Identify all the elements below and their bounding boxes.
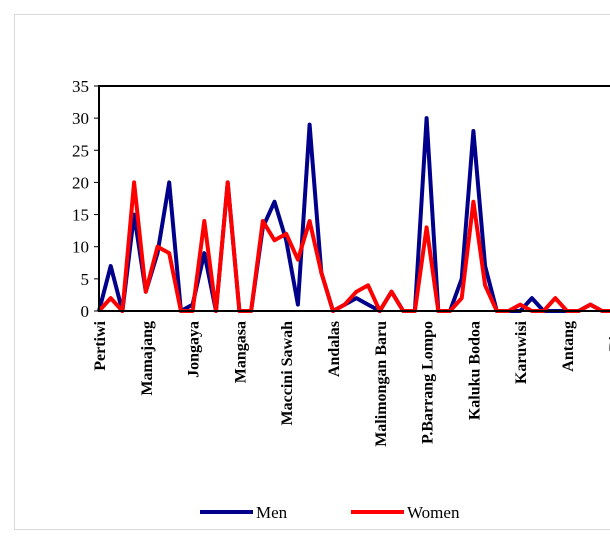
data-point-women	[157, 246, 158, 247]
data-point-women	[473, 201, 474, 202]
chart-frame: 0 5 10 15 20 25 30 35 Pertiwi Mamajang Jongaya Man…	[14, 14, 610, 530]
data-point-women	[110, 298, 111, 299]
data-point-men	[485, 266, 486, 267]
data-point-women	[145, 291, 146, 292]
data-point-women	[520, 304, 521, 305]
y-tick-label: 30	[72, 109, 89, 128]
y-tick-label: 0	[81, 302, 90, 321]
data-point-men	[274, 201, 275, 202]
data-point-women	[461, 298, 462, 299]
data-point-women	[321, 272, 322, 273]
legend: Men Women	[200, 503, 460, 522]
data-point-men	[134, 214, 135, 215]
data-point-women	[555, 298, 556, 299]
data-point-women	[274, 240, 275, 241]
data-point-men	[426, 118, 427, 119]
data-point-men	[297, 304, 298, 305]
x-tick-label: Jongaya	[186, 321, 203, 378]
data-point-women	[590, 304, 591, 305]
x-tick-label: Malimongan Baru	[373, 321, 390, 447]
y-tick-label: 15	[72, 206, 89, 225]
x-tick-label: Mangasa	[232, 321, 249, 383]
data-point-women	[262, 221, 263, 222]
data-point-women	[204, 221, 205, 222]
y-axis: 0 5 10 15 20 25 30 35	[72, 77, 99, 321]
y-tick-label: 35	[72, 77, 89, 96]
legend-label-women: Women	[407, 503, 460, 522]
data-point-men	[110, 266, 111, 267]
line-chart: 0 5 10 15 20 25 30 35 Pertiwi Mamajang Jongaya Man…	[15, 15, 610, 538]
data-point-women	[356, 291, 357, 292]
y-tick-label: 20	[72, 173, 89, 192]
data-point-women	[309, 221, 310, 222]
data-point-men	[286, 240, 287, 241]
x-tick-label: Antang	[560, 321, 577, 372]
data-point-women	[426, 227, 427, 228]
data-point-men	[531, 298, 532, 299]
series-layer	[99, 118, 610, 312]
y-tick-label: 5	[81, 270, 90, 289]
x-tick-label: P.Barrang Lompo	[420, 321, 437, 444]
data-point-women	[227, 182, 228, 183]
data-point-women	[391, 291, 392, 292]
data-point-women	[485, 285, 486, 286]
x-tick-label: Karuwisi	[513, 320, 530, 384]
x-tick-label: Pertiwi	[92, 320, 109, 370]
data-point-women	[134, 182, 135, 183]
x-tick-label: Kaluku Bodoa	[466, 321, 483, 420]
x-tick-label: Mamajang	[139, 321, 156, 396]
legend-label-men: Men	[256, 503, 288, 522]
data-point-men	[204, 253, 205, 254]
data-point-women	[344, 304, 345, 305]
data-point-men	[309, 124, 310, 125]
x-axis: Pertiwi Mamajang Jongaya Mangasa Maccini Saw…	[92, 320, 610, 446]
x-tick-label: Maccini Sawah	[279, 321, 296, 426]
data-point-women	[286, 233, 287, 234]
y-tick-label: 10	[72, 238, 89, 257]
data-point-men	[368, 304, 369, 305]
data-point-women	[169, 253, 170, 254]
x-tick-label: Andalas	[326, 321, 343, 377]
data-point-men	[356, 298, 357, 299]
data-point-men	[169, 182, 170, 183]
y-tick-label: 25	[72, 141, 89, 160]
data-point-women	[297, 259, 298, 260]
data-point-men	[473, 131, 474, 132]
data-point-women	[368, 285, 369, 286]
